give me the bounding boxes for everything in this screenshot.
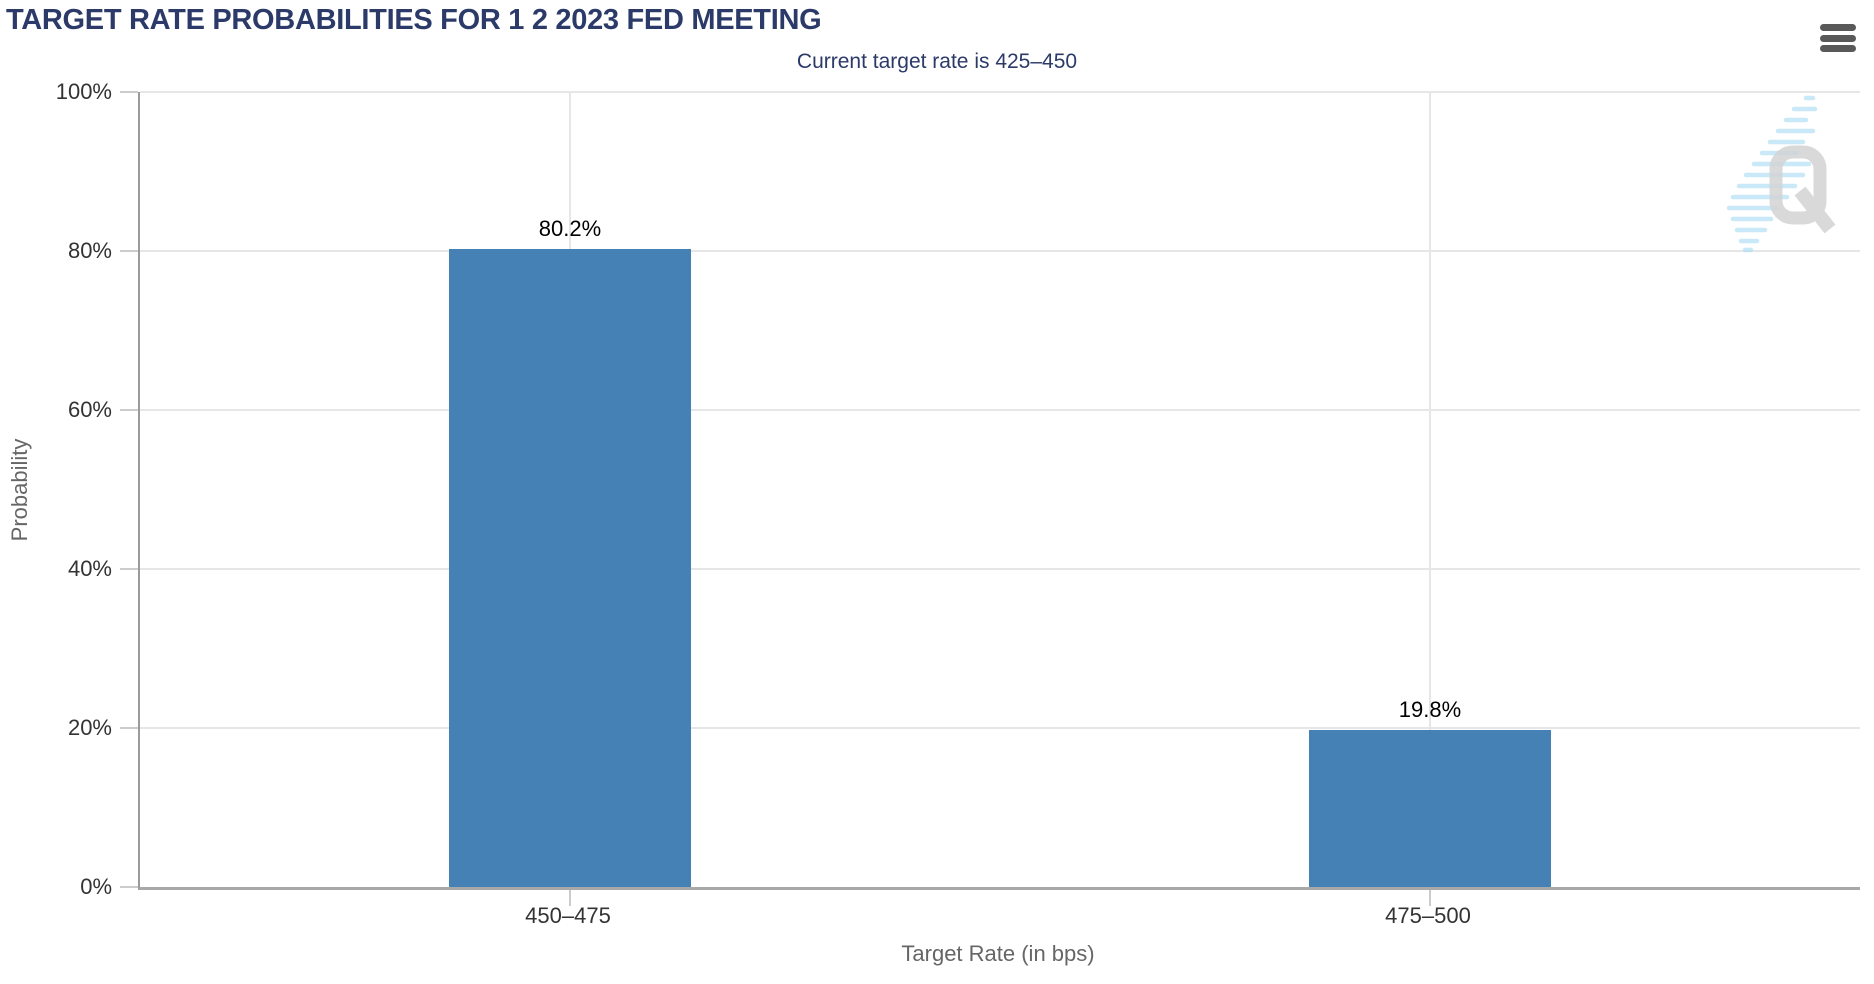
hamburger-icon: [1820, 34, 1856, 42]
y-tick-mark: [120, 886, 138, 888]
y-tick-mark: [120, 250, 138, 252]
y-tick-label: 100%: [55, 79, 112, 104]
y-tick-mark: [120, 568, 138, 570]
context-menu-button[interactable]: [1820, 22, 1858, 54]
x-axis-title: Target Rate (in bps): [901, 941, 1095, 966]
y-tick-label: 40%: [67, 556, 112, 581]
page-title: TARGET RATE PROBABILITIES FOR 1 2 2023 F…: [6, 4, 822, 36]
quikstrike-watermark-logo: [1726, 95, 1836, 253]
x-gridline: [1429, 92, 1431, 887]
bar[interactable]: [1309, 729, 1551, 887]
hamburger-icon: [1820, 24, 1856, 31]
bar[interactable]: [449, 249, 691, 887]
y-gridline: [140, 91, 1860, 93]
x-axis-labels: 450–475 475–500: [138, 903, 1858, 933]
y-tick-label: 60%: [67, 397, 112, 422]
hamburger-icon: [1820, 45, 1856, 52]
x-category-label: 475–500: [1385, 903, 1471, 928]
x-tick-mark: [1429, 890, 1431, 906]
y-tick-mark: [120, 727, 138, 729]
y-tick-label: 0%: [80, 874, 112, 899]
x-category-label: 450–475: [525, 903, 611, 928]
y-tick-label: 80%: [67, 238, 112, 263]
y-axis-labels: 0% 20% 40% 60% 80% 100%: [0, 79, 112, 899]
plot-area: 80.2% 19.8%: [120, 91, 1860, 906]
watermark-q-icon: [1769, 145, 1836, 234]
bar-value-label: 80.2%: [538, 216, 602, 242]
y-tick-mark: [120, 91, 138, 93]
y-gridline: [140, 409, 1860, 411]
y-tick-label: 20%: [67, 715, 112, 740]
y-gridline: [140, 727, 1860, 729]
y-gridline: [140, 568, 1860, 570]
chart-subtitle: Current target rate is 425–450: [796, 50, 1078, 73]
y-gridline: [140, 250, 1860, 252]
x-tick-mark: [569, 890, 571, 906]
y-tick-mark: [120, 409, 138, 411]
bar-value-label: 19.8%: [1398, 696, 1462, 722]
